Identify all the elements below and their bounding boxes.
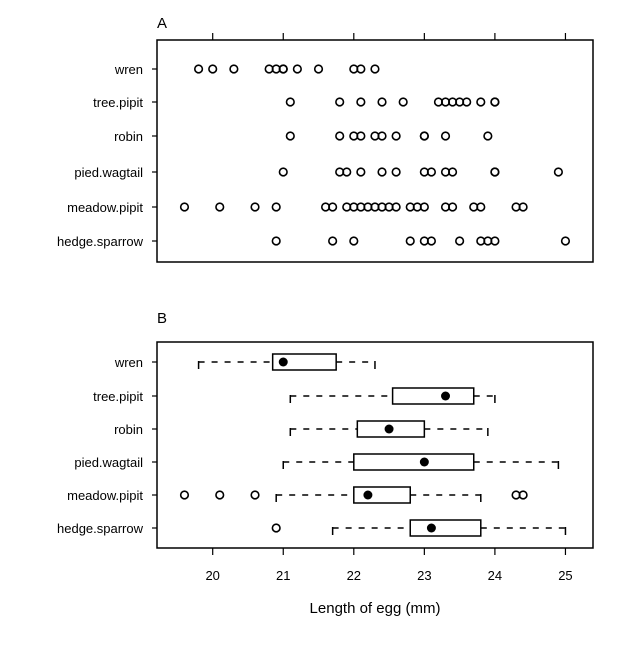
- data-point: [391, 167, 401, 177]
- x-axis-label: Length of egg (mm): [310, 600, 441, 617]
- data-point: [349, 236, 359, 246]
- y-label-robin: robin: [114, 129, 143, 144]
- data-point: [426, 167, 437, 177]
- x-tick-label: 22: [347, 568, 361, 583]
- median-dot: [278, 357, 288, 367]
- y-label-tree-pipit: tree.pipit: [93, 389, 143, 404]
- box: [353, 453, 475, 471]
- median-dot: [426, 523, 436, 533]
- box: [353, 486, 411, 504]
- data-point: [356, 64, 366, 74]
- y-label-hedge-sparrow: hedge.sparrow: [57, 234, 144, 249]
- data-point: [476, 202, 486, 212]
- data-point: [518, 202, 528, 212]
- y-label-hedge-sparrow: hedge.sparrow: [57, 521, 144, 536]
- data-point: [335, 97, 345, 107]
- data-point: [419, 202, 429, 212]
- box: [409, 519, 482, 537]
- data-point: [285, 97, 295, 107]
- data-point: [342, 167, 352, 177]
- median-dot: [363, 490, 373, 500]
- median-dot: [419, 457, 429, 467]
- data-point: [490, 97, 500, 107]
- data-point: [476, 97, 486, 107]
- data-point: [447, 202, 458, 212]
- data-point: [335, 131, 345, 141]
- data-point: [483, 131, 493, 141]
- data-point: [215, 202, 225, 212]
- data-point: [208, 64, 218, 74]
- outlier-point: [215, 490, 225, 500]
- panel-a-frame: [156, 39, 594, 263]
- data-point: [405, 236, 415, 246]
- data-point: [490, 167, 500, 177]
- data-point: [328, 236, 338, 246]
- data-point: [193, 64, 204, 74]
- y-label-wren: wren: [114, 355, 143, 370]
- panel-b-title: B: [157, 310, 167, 327]
- outlier-point: [250, 490, 260, 500]
- data-point: [229, 64, 239, 74]
- data-point: [313, 64, 324, 74]
- data-point: [440, 131, 451, 141]
- x-tick-label: 25: [558, 568, 572, 583]
- data-point: [356, 97, 366, 107]
- outlier-point: [271, 523, 281, 533]
- data-point: [356, 131, 366, 141]
- data-point: [356, 167, 366, 177]
- box: [356, 420, 426, 438]
- data-point: [391, 202, 401, 212]
- data-point: [462, 97, 472, 107]
- box: [271, 353, 337, 371]
- data-point: [490, 236, 500, 246]
- data-point: [377, 131, 387, 141]
- data-point: [419, 131, 429, 141]
- data-point: [370, 64, 380, 74]
- data-point: [285, 131, 295, 141]
- outlier-point: [179, 490, 190, 500]
- y-label-pied-wagtail: pied.wagtail: [74, 165, 143, 180]
- y-label-meadow-pipit: meadow.pipit: [67, 200, 143, 215]
- y-label-meadow-pipit: meadow.pipit: [67, 488, 143, 503]
- box: [391, 387, 475, 405]
- data-point: [292, 64, 302, 74]
- y-label-pied-wagtail: pied.wagtail: [74, 455, 143, 470]
- x-tick-label: 23: [417, 568, 431, 583]
- data-point: [447, 167, 458, 177]
- x-tick-label: 21: [276, 568, 290, 583]
- panel-a-title: A: [157, 15, 167, 32]
- x-tick-label: 24: [488, 568, 502, 583]
- y-label-tree-pipit: tree.pipit: [93, 95, 143, 110]
- data-point: [179, 202, 190, 212]
- data-point: [271, 202, 281, 212]
- panel-b-frame: [156, 341, 594, 549]
- data-point: [455, 236, 465, 246]
- data-point: [391, 131, 401, 141]
- data-point: [377, 97, 387, 107]
- median-dot: [441, 391, 451, 401]
- data-point: [398, 97, 408, 107]
- data-point: [560, 236, 571, 246]
- data-point: [250, 202, 260, 212]
- outlier-point: [518, 490, 528, 500]
- y-label-robin: robin: [114, 422, 143, 437]
- median-dot: [384, 424, 394, 434]
- data-point: [553, 167, 563, 177]
- data-point: [426, 236, 437, 246]
- data-point: [271, 236, 281, 246]
- data-point: [278, 167, 288, 177]
- data-point: [278, 64, 288, 74]
- y-label-wren: wren: [114, 62, 143, 77]
- data-point: [377, 167, 387, 177]
- data-point: [328, 202, 338, 212]
- x-tick-label: 20: [205, 568, 219, 583]
